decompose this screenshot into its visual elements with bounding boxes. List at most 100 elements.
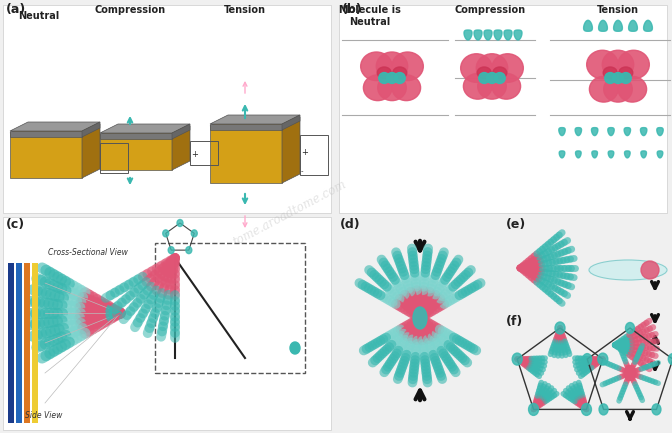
Text: Cross-Sectional View: Cross-Sectional View <box>48 248 128 257</box>
Polygon shape <box>624 151 630 158</box>
Ellipse shape <box>461 54 492 82</box>
Ellipse shape <box>477 67 491 79</box>
Polygon shape <box>657 128 663 136</box>
Ellipse shape <box>626 323 634 333</box>
Polygon shape <box>628 20 638 31</box>
Ellipse shape <box>589 76 618 102</box>
Polygon shape <box>494 30 502 40</box>
Ellipse shape <box>613 73 624 84</box>
Polygon shape <box>504 30 512 40</box>
Bar <box>100 143 128 173</box>
Polygon shape <box>10 133 82 178</box>
Ellipse shape <box>394 73 405 84</box>
Ellipse shape <box>186 247 192 254</box>
Ellipse shape <box>620 73 631 84</box>
Text: Side View: Side View <box>25 411 62 420</box>
Ellipse shape <box>290 342 300 354</box>
Ellipse shape <box>492 74 521 99</box>
Polygon shape <box>210 115 300 124</box>
Polygon shape <box>10 124 100 133</box>
Polygon shape <box>282 117 300 183</box>
Polygon shape <box>464 30 472 40</box>
Text: 0: 0 <box>103 153 108 162</box>
Ellipse shape <box>619 67 633 79</box>
Bar <box>24 263 30 423</box>
Text: -: - <box>191 162 194 168</box>
Text: (c): (c) <box>6 218 25 231</box>
Bar <box>16 263 22 423</box>
Ellipse shape <box>618 76 646 102</box>
Text: -: - <box>301 168 304 174</box>
Text: +: + <box>301 148 308 157</box>
Polygon shape <box>82 122 100 137</box>
Ellipse shape <box>598 353 607 365</box>
Bar <box>3 217 331 430</box>
Polygon shape <box>614 20 622 31</box>
Polygon shape <box>644 20 653 31</box>
Polygon shape <box>583 20 593 31</box>
Polygon shape <box>559 128 565 136</box>
Ellipse shape <box>392 75 421 100</box>
Polygon shape <box>10 131 82 137</box>
Polygon shape <box>210 117 300 126</box>
Ellipse shape <box>478 74 506 99</box>
Polygon shape <box>210 124 282 130</box>
Ellipse shape <box>361 52 392 81</box>
Bar <box>190 141 218 165</box>
Text: Compression: Compression <box>454 5 526 15</box>
Text: Neutral: Neutral <box>18 11 59 21</box>
Polygon shape <box>591 128 598 136</box>
Ellipse shape <box>487 73 497 84</box>
Bar <box>155 243 305 373</box>
Polygon shape <box>640 128 647 136</box>
Ellipse shape <box>618 50 649 79</box>
Ellipse shape <box>512 353 522 365</box>
Ellipse shape <box>555 322 565 334</box>
Text: Compression: Compression <box>95 5 165 15</box>
Ellipse shape <box>492 54 523 82</box>
Ellipse shape <box>392 52 423 81</box>
Ellipse shape <box>599 404 608 415</box>
Ellipse shape <box>603 76 632 102</box>
Polygon shape <box>82 124 100 178</box>
Ellipse shape <box>605 73 616 84</box>
Ellipse shape <box>624 365 636 381</box>
Text: (b): (b) <box>342 3 363 16</box>
Polygon shape <box>10 122 100 131</box>
Ellipse shape <box>379 73 390 84</box>
Ellipse shape <box>587 50 618 79</box>
Text: Tension: Tension <box>597 5 639 15</box>
Ellipse shape <box>192 230 198 237</box>
Ellipse shape <box>581 404 591 415</box>
Polygon shape <box>210 126 282 183</box>
Text: Molecule is
Neutral: Molecule is Neutral <box>339 5 401 27</box>
Text: +: + <box>191 150 198 159</box>
Ellipse shape <box>495 73 505 84</box>
Text: (d): (d) <box>340 218 361 231</box>
Ellipse shape <box>641 261 659 279</box>
Ellipse shape <box>493 67 507 79</box>
Polygon shape <box>484 30 492 40</box>
Bar <box>339 5 667 213</box>
Polygon shape <box>559 151 564 158</box>
Text: 20°: 20° <box>195 303 210 312</box>
Ellipse shape <box>364 75 392 100</box>
Polygon shape <box>172 126 190 170</box>
Polygon shape <box>474 30 482 40</box>
Bar <box>3 5 331 213</box>
Ellipse shape <box>478 73 490 84</box>
Polygon shape <box>172 124 190 139</box>
Text: Tension: Tension <box>224 5 266 15</box>
Text: (f): (f) <box>506 315 523 328</box>
Text: (e): (e) <box>506 218 526 231</box>
Polygon shape <box>641 151 646 158</box>
Ellipse shape <box>177 220 183 226</box>
Ellipse shape <box>668 354 672 365</box>
Ellipse shape <box>652 404 661 415</box>
Polygon shape <box>592 151 597 158</box>
Polygon shape <box>575 128 581 136</box>
Polygon shape <box>599 20 607 31</box>
Ellipse shape <box>529 404 538 415</box>
Ellipse shape <box>476 54 508 82</box>
Ellipse shape <box>464 74 492 99</box>
